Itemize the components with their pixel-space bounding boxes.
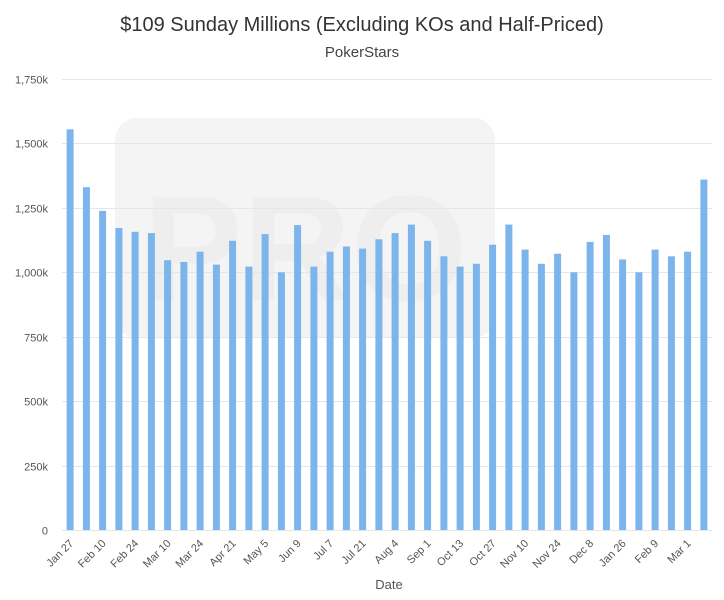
bar-feb-9[interactable]	[651, 249, 659, 530]
x-tick-label: Mar 24	[174, 538, 207, 571]
y-tick-label: 1,500k	[15, 139, 49, 151]
bar-nov-10[interactable]	[521, 249, 529, 530]
chart-title: $109 Sunday Millions (Excluding KOs and …	[120, 14, 604, 36]
y-tick-label: 750k	[24, 333, 48, 345]
y-tick-label: 250k	[24, 462, 48, 474]
y-tick-label: 0	[42, 526, 48, 538]
bar-feb-24[interactable]	[131, 231, 139, 531]
bar-mar-24[interactable]	[196, 251, 204, 530]
chart-subtitle: PokerStars	[324, 44, 400, 61]
x-tick-label: Jan 26	[597, 538, 629, 570]
x-tick-label: Nov 10	[498, 538, 531, 571]
x-tick-label: Feb 9	[633, 538, 661, 566]
bar-feb-10[interactable]	[99, 210, 107, 530]
x-tick-label: Jan 27	[44, 538, 76, 570]
x-tick-label: May 5	[242, 538, 272, 568]
bar-may-5[interactable]	[261, 234, 269, 530]
x-tick-label: Oct 27	[467, 538, 498, 569]
bar-nov-24[interactable]	[554, 253, 562, 530]
y-tick-label: 1,750k	[15, 75, 49, 87]
bar-dec-1[interactable]	[570, 272, 578, 530]
bar-aug-4[interactable]	[391, 233, 399, 530]
bar-mar-31[interactable]	[212, 264, 220, 530]
x-tick-label: Mar 1	[665, 538, 693, 566]
bar-may-19[interactable]	[277, 272, 285, 530]
bar-jul-14[interactable]	[342, 246, 350, 531]
y-axis-ticks: 0 250k 500k 750k 1,000k 1,250k 1,500k 1,750k	[15, 75, 49, 538]
bar-feb-3[interactable]	[82, 187, 90, 530]
bar-mar-3[interactable]	[147, 233, 155, 530]
watermark-text: PRO	[142, 164, 467, 332]
y-tick-label: 1,000k	[15, 268, 49, 280]
bar-jul-28[interactable]	[375, 239, 383, 531]
x-tick-label: Feb 10	[76, 538, 109, 571]
x-tick-label: Oct 13	[435, 538, 466, 569]
x-tick-label: Apr 21	[207, 538, 238, 569]
bar-jun-30[interactable]	[310, 266, 318, 530]
bar-nov-3[interactable]	[505, 224, 513, 530]
bars	[66, 129, 708, 531]
bar-oct-27[interactable]	[489, 244, 497, 530]
x-axis-label: Date	[375, 577, 402, 592]
y-tick-label: 500k	[24, 397, 48, 409]
bar-feb-16[interactable]	[667, 256, 675, 530]
bar-feb-2[interactable]	[635, 272, 643, 530]
bar-jan-26[interactable]	[619, 259, 627, 530]
bar-oct-13[interactable]	[456, 266, 464, 530]
x-tick-label: Sep 1	[405, 538, 434, 567]
x-tick-label: Nov 24	[531, 538, 564, 571]
bar-jan-5[interactable]	[602, 234, 610, 530]
x-tick-label: Jun 9	[276, 538, 304, 566]
y-tick-label: 1,250k	[15, 204, 49, 216]
x-axis-ticks: Jan 27 Feb 10 Feb 24 Mar 10 Mar 24 Apr 21 May …	[44, 538, 693, 571]
x-tick-label: Aug 4	[372, 538, 401, 567]
bar-mar-8[interactable]	[700, 179, 708, 531]
bar-aug-18[interactable]	[407, 224, 415, 530]
x-tick-label: Dec 8	[567, 538, 596, 567]
x-tick-label: Jul 7	[311, 538, 336, 563]
bar-sep-29[interactable]	[440, 256, 448, 530]
x-tick-label: Mar 10	[141, 538, 174, 571]
bar-feb-17[interactable]	[115, 228, 123, 530]
bar-mar-17[interactable]	[180, 262, 188, 530]
x-tick-label: Jul 21	[339, 538, 368, 567]
bar-jun-9[interactable]	[294, 225, 302, 530]
pro-watermark: PRO	[115, 118, 495, 338]
bar-mar-1[interactable]	[684, 251, 692, 530]
bar-jul-21[interactable]	[359, 248, 367, 530]
x-tick-label: Feb 24	[109, 538, 142, 571]
bar-apr-21[interactable]	[229, 240, 237, 531]
bar-jul-7[interactable]	[326, 251, 334, 530]
bar-dec-8[interactable]	[586, 241, 594, 530]
bar-nov-17[interactable]	[537, 263, 545, 530]
bar-oct-20[interactable]	[472, 263, 480, 530]
bar-sep-1[interactable]	[424, 240, 432, 531]
bar-jan-27[interactable]	[66, 129, 74, 531]
bar-apr-28[interactable]	[245, 266, 253, 530]
bar-mar-10[interactable]	[164, 260, 172, 530]
